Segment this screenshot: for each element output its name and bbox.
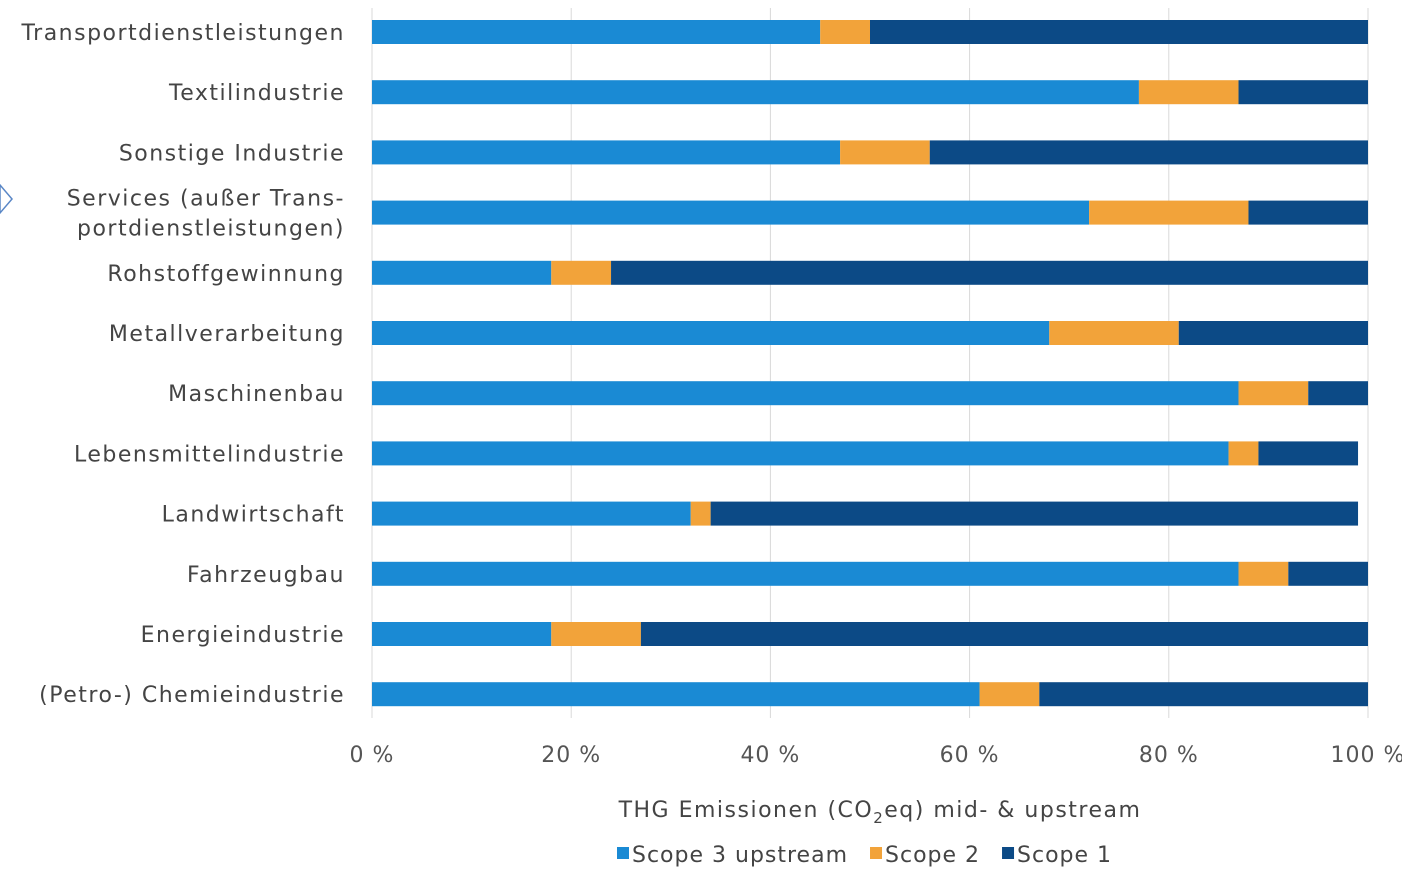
bar-segment (690, 501, 711, 526)
legend: Scope 3 upstream Scope 2 Scope 1 (617, 843, 1112, 868)
bar-segment (372, 140, 841, 165)
bar-segment (551, 260, 612, 285)
x-axis-label: THG Emissionen (CO2eq) mid- & upstream (618, 798, 1142, 827)
x-tick-label: 100 % (1331, 743, 1402, 768)
category-label: Landwirtschaft (162, 503, 345, 528)
x-tick-label: 0 % (350, 743, 395, 768)
category-label: Transportdienstleistungen (20, 21, 345, 46)
bar-segment (870, 20, 1368, 44)
legend-entry: Scope 3 upstream (632, 843, 848, 868)
bar-segment (611, 260, 1368, 285)
bar-segment (1089, 200, 1249, 225)
category-label: Services (außer Trans-portdienstleistung… (67, 187, 345, 242)
category-label: Rohstoffgewinnung (107, 262, 345, 287)
legend-entry: Scope 1 (1017, 843, 1112, 868)
bar-segment (929, 140, 1368, 165)
bar-segment (1248, 200, 1368, 225)
arrow-icon (0, 183, 13, 215)
x-tick-label: 60 % (940, 743, 1000, 768)
bar-segment (372, 682, 980, 707)
legend-swatch (870, 847, 883, 859)
bar-segment (1238, 381, 1309, 406)
bar-segment (372, 321, 1050, 345)
category-label: (Petro-) Chemieindustrie (39, 683, 345, 708)
bar-segment (372, 20, 821, 44)
bar-segment (640, 622, 1368, 646)
legend-swatch (617, 847, 629, 859)
bar-segment (551, 622, 641, 646)
bar-segment (979, 682, 1040, 707)
category-label: Maschinenbau (168, 382, 345, 407)
category-label: Energieindustrie (141, 623, 345, 648)
bar-segment (1138, 80, 1239, 105)
bar-segment (1258, 441, 1359, 466)
bar-segment (372, 80, 1139, 105)
x-tick-label: 40 % (740, 743, 800, 768)
bar-segment (372, 622, 552, 646)
category-label: Textilindustrie (168, 81, 345, 106)
bar-segment (372, 501, 691, 526)
bar-segment (372, 381, 1239, 406)
category-label: Metallverarbeitung (109, 322, 345, 347)
bar-segment (710, 501, 1359, 526)
bar-segment (1049, 321, 1179, 345)
bar-segment (1228, 441, 1259, 466)
bar-segment (1308, 381, 1368, 406)
bars (372, 20, 1368, 707)
category-labels: Transportdienstleistungen Textilindustrie… (20, 21, 345, 708)
bar-segment (1178, 321, 1368, 345)
x-tick-label: 80 % (1139, 743, 1199, 768)
legend-entry: Scope 2 (885, 843, 980, 868)
x-tick-labels: 0 % 20 % 40 % 60 % 80 % 100 % (350, 743, 1402, 768)
bar-segment (840, 140, 930, 165)
category-label: Fahrzeugbau (187, 563, 345, 588)
gridlines (371, 8, 1369, 718)
x-tick-label: 20 % (541, 743, 601, 768)
bar-segment (372, 260, 552, 285)
bar-segment (1039, 682, 1368, 707)
category-label: Sonstige Industrie (119, 141, 345, 166)
bar-segment (372, 561, 1239, 586)
legend-swatch (1002, 847, 1015, 859)
bar-segment (1238, 561, 1289, 586)
bar-segment (820, 20, 870, 44)
bar-segment (1288, 561, 1368, 586)
bar-segment (372, 441, 1229, 466)
bar-segment (1238, 80, 1368, 105)
category-label: Lebensmittelindustrie (74, 442, 345, 467)
bar-segment (372, 200, 1090, 225)
